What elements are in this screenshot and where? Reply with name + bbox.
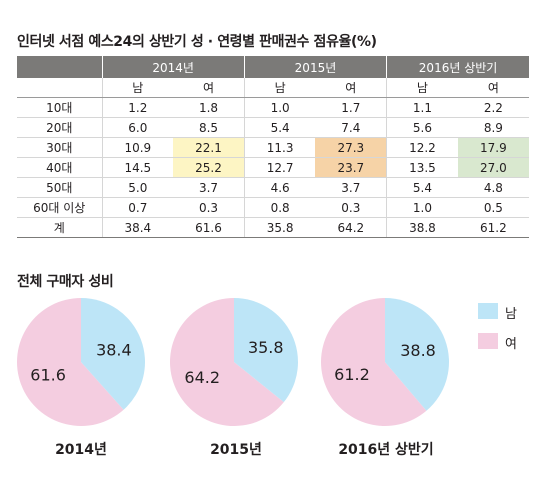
sex-header: 남 xyxy=(243,78,316,98)
table-cell: 10.9 xyxy=(102,137,174,158)
table-cell: 0.3 xyxy=(173,197,245,218)
table-cell: 3.7 xyxy=(315,177,387,198)
table-cell: 0.7 xyxy=(102,197,174,218)
sex-header: 남 xyxy=(102,78,174,98)
pie-title-2014: 2014년 xyxy=(55,442,107,458)
pie-slice-female xyxy=(16,298,124,426)
row-label: 40대 xyxy=(17,157,103,178)
table-cell: 38.4 xyxy=(102,217,174,238)
stats-table: 2014년 2015년 2016년 상반기 남 여 남 여 남 여 10대 1.2… xyxy=(17,56,529,238)
row-label-empty xyxy=(17,78,103,98)
year-header-2014: 2014년 xyxy=(101,56,245,78)
pie-slice-female xyxy=(321,298,427,426)
table-cell: 3.7 xyxy=(173,177,245,198)
table-cell: 4.8 xyxy=(457,177,529,198)
table-cell: 35.8 xyxy=(243,217,316,238)
legend-swatch-female xyxy=(478,333,498,349)
table-cell: 2.2 xyxy=(457,97,529,118)
year-header-row: 2014년 2015년 2016년 상반기 xyxy=(17,56,529,78)
table-cell: 8.9 xyxy=(457,117,529,138)
chart-title: 인터넷 서점 예스24의 상반기 성 · 연령별 판매권수 점유율(%) xyxy=(17,34,377,50)
table-cell: 64.2 xyxy=(315,217,387,238)
pie-slice-male xyxy=(81,298,145,410)
table-cell: 6.0 xyxy=(102,117,174,138)
year-header-2016: 2016년 상반기 xyxy=(386,56,529,78)
legend-label-female: 여 xyxy=(505,337,517,352)
sex-header: 여 xyxy=(173,78,245,98)
table-cell: 61.6 xyxy=(173,217,245,238)
table-cell: 38.8 xyxy=(386,217,458,238)
table-row: 40대 14.5 25.2 12.7 23.7 13.5 27.0 xyxy=(17,157,529,178)
table-cell: 1.8 xyxy=(173,97,245,118)
row-label: 20대 xyxy=(17,117,103,138)
sex-header: 여 xyxy=(457,78,529,98)
pie-value-male: 38.4 xyxy=(96,340,132,359)
table-cell: 12.2 xyxy=(386,137,458,158)
pie-section-title: 전체 구매자 성비 xyxy=(17,274,114,290)
table-cell: 27.3 xyxy=(315,137,387,158)
table-cell: 13.5 xyxy=(386,157,458,178)
sex-header-row: 남 여 남 여 남 여 xyxy=(17,78,529,98)
table-cell: 22.1 xyxy=(173,137,245,158)
row-label: 50대 xyxy=(17,177,103,198)
legend-label-male: 남 xyxy=(505,307,517,322)
table-row: 30대 10.9 22.1 11.3 27.3 12.2 17.9 xyxy=(17,137,529,158)
pie-slice-male xyxy=(385,298,450,411)
legend-swatch-male xyxy=(478,303,498,319)
pie-value-male: 35.8 xyxy=(248,338,284,357)
table-cell: 17.9 xyxy=(457,137,529,158)
table-cell: 1.2 xyxy=(102,97,174,118)
row-label: 60대 이상 xyxy=(17,197,103,218)
row-label: 계 xyxy=(17,217,103,238)
sex-header: 남 xyxy=(386,78,458,98)
table-cell: 5.6 xyxy=(386,117,458,138)
table-row: 60대 이상 0.7 0.3 0.8 0.3 1.0 0.5 xyxy=(17,197,529,218)
table-cell: 0.8 xyxy=(243,197,316,218)
table-cell: 12.7 xyxy=(243,157,316,178)
pie-value-female: 61.2 xyxy=(334,365,370,384)
table-cell: 0.3 xyxy=(315,197,387,218)
pie-title-2016: 2016년 상반기 xyxy=(338,442,434,458)
table-row: 50대 5.0 3.7 4.6 3.7 5.4 4.8 xyxy=(17,177,529,198)
table-cell: 5.4 xyxy=(386,177,458,198)
table-cell: 1.0 xyxy=(386,197,458,218)
row-label: 30대 xyxy=(17,137,103,158)
table-row: 계 38.4 61.6 35.8 64.2 38.8 61.2 xyxy=(17,217,529,238)
table-cell: 1.0 xyxy=(243,97,316,118)
year-header-2015: 2015년 xyxy=(243,56,387,78)
table-cell: 61.2 xyxy=(457,217,529,238)
pie-slice-male xyxy=(234,298,298,403)
table-row: 10대 1.2 1.8 1.0 1.7 1.1 2.2 xyxy=(17,97,529,118)
pie-slice-female xyxy=(170,298,284,427)
table-cell: 8.5 xyxy=(173,117,245,138)
table-cell: 5.0 xyxy=(102,177,174,198)
sex-header: 여 xyxy=(315,78,387,98)
pie-title-2015: 2015년 xyxy=(210,442,262,458)
table-cell: 4.6 xyxy=(243,177,316,198)
table-cell: 1.1 xyxy=(386,97,458,118)
table-cell: 11.3 xyxy=(243,137,316,158)
table-corner xyxy=(17,56,102,78)
table-cell: 25.2 xyxy=(173,157,245,178)
table-cell: 23.7 xyxy=(315,157,387,178)
table-row: 20대 6.0 8.5 5.4 7.4 5.6 8.9 xyxy=(17,117,529,138)
pie-value-female: 61.6 xyxy=(30,366,66,385)
table-cell: 0.5 xyxy=(457,197,529,218)
table-cell: 14.5 xyxy=(102,157,174,178)
pie-value-female: 64.2 xyxy=(184,368,220,387)
table-cell: 1.7 xyxy=(315,97,387,118)
table-cell: 27.0 xyxy=(457,157,529,178)
table-cell: 7.4 xyxy=(315,117,387,138)
table-cell: 5.4 xyxy=(243,117,316,138)
pie-value-male: 38.8 xyxy=(400,341,436,360)
row-label: 10대 xyxy=(17,97,103,118)
